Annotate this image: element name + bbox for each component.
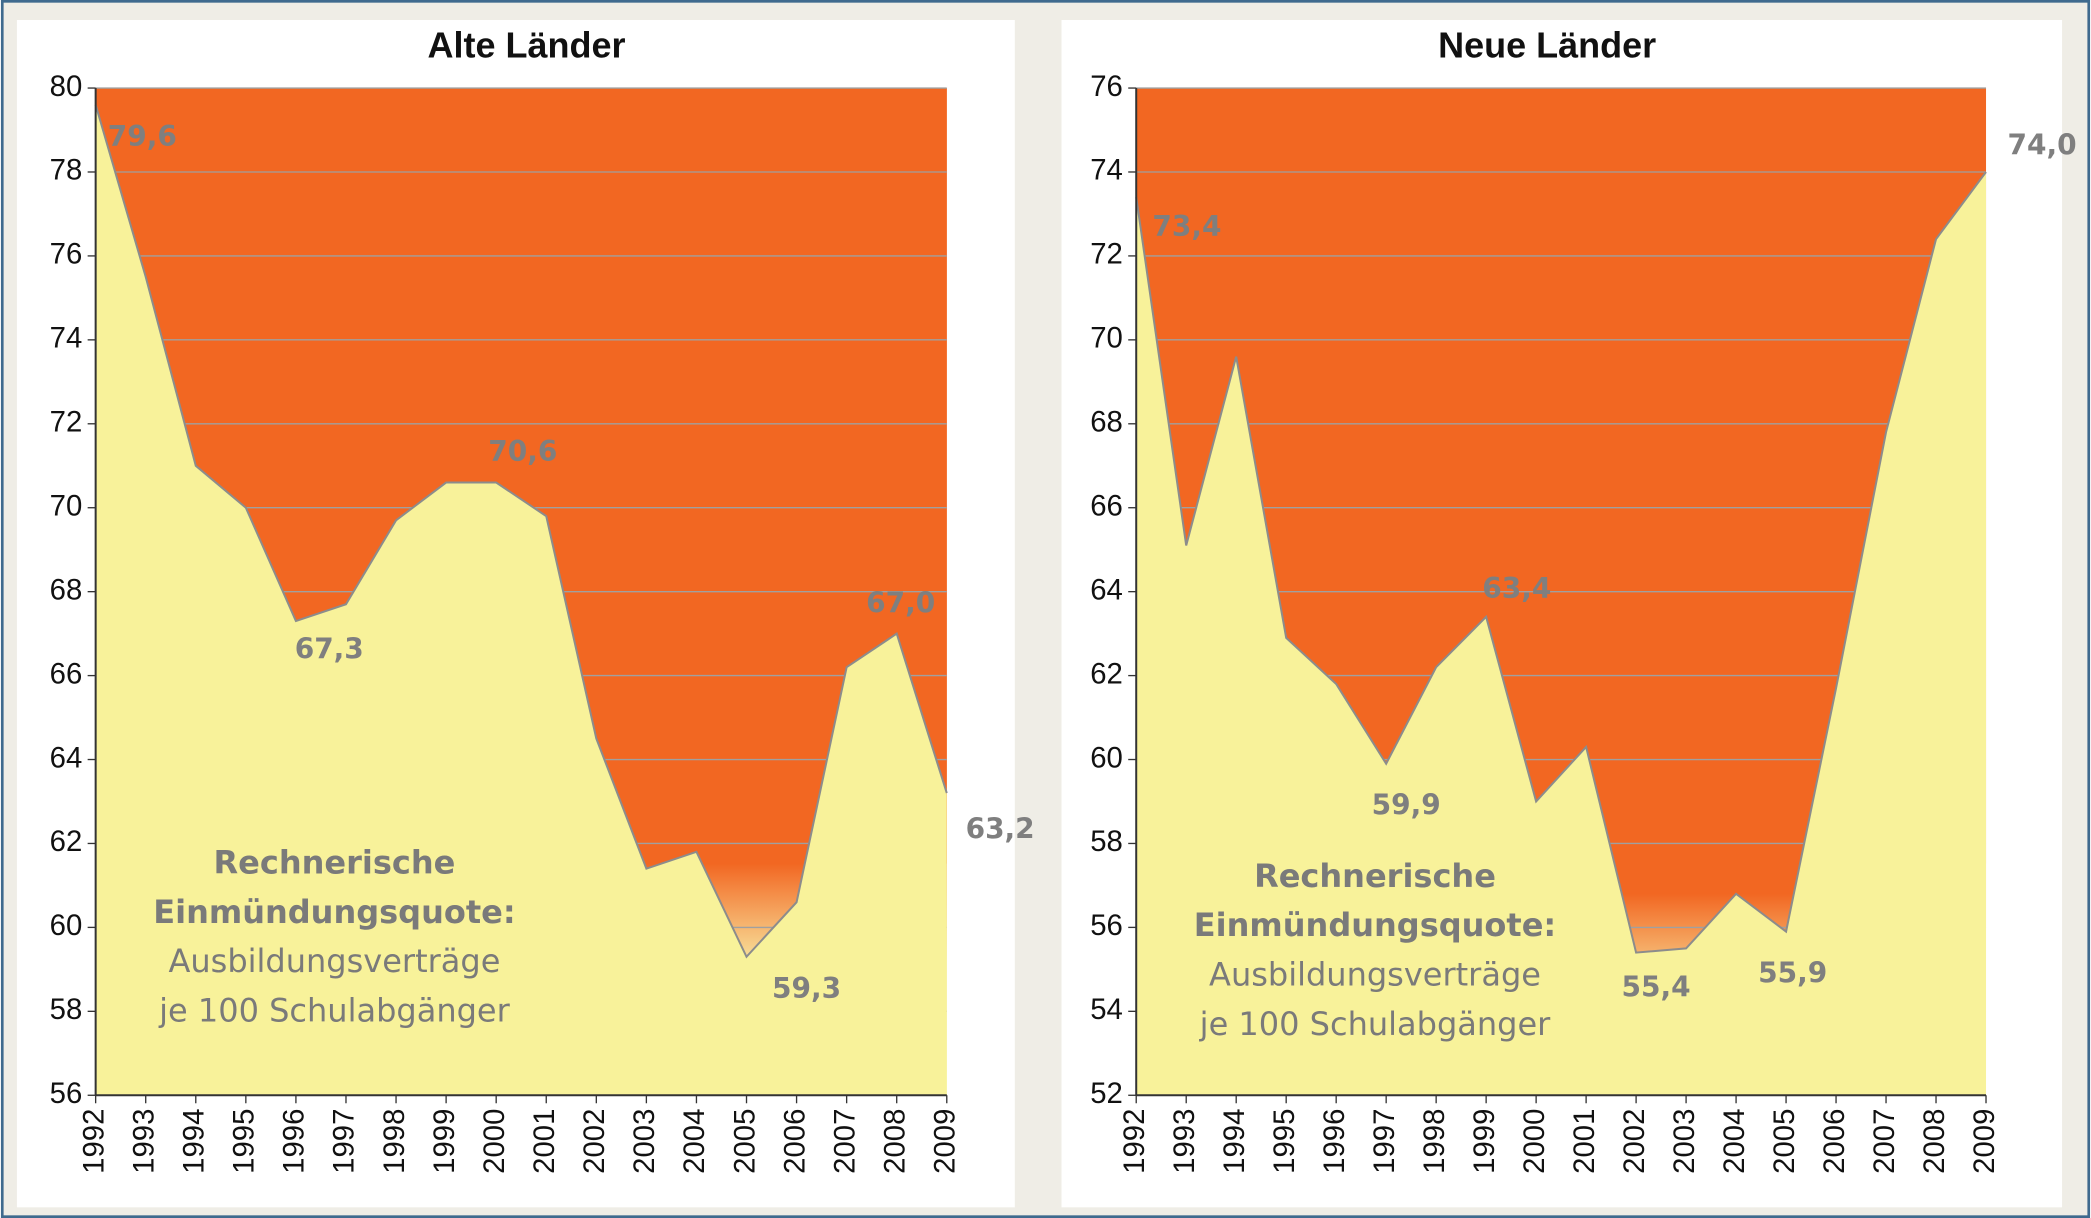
x-tick-label: 1995: [228, 1109, 261, 1174]
y-tick-label: 76: [1090, 70, 1123, 103]
y-tick-label: 68: [50, 573, 83, 606]
annotation: Ausbildungsverträge: [168, 942, 500, 980]
chart-title: Alte Länder: [428, 25, 626, 66]
x-tick-label: 2008: [1918, 1109, 1951, 1174]
y-tick-label: 58: [1090, 825, 1123, 858]
y-tick-label: 64: [1090, 573, 1123, 606]
x-tick-label: 2003: [628, 1109, 661, 1174]
x-tick-label: 2004: [1718, 1109, 1751, 1174]
x-tick-label: 2007: [828, 1109, 861, 1174]
x-tick-label: 2007: [1868, 1109, 1901, 1174]
x-tick-label: 2000: [1518, 1109, 1551, 1174]
chart-title: Neue Länder: [1438, 25, 1656, 66]
x-tick-label: 2009: [1968, 1109, 2001, 1174]
y-tick-label: 72: [50, 406, 83, 439]
x-tick-label: 1997: [328, 1109, 361, 1174]
y-tick-label: 62: [50, 825, 83, 858]
annotation: Ausbildungsverträge: [1209, 956, 1541, 994]
x-tick-label: 2009: [929, 1109, 962, 1174]
data-label: 55,4: [1622, 971, 1691, 1004]
y-tick-label: 62: [1090, 657, 1123, 690]
x-tick-label: 1993: [127, 1109, 160, 1174]
y-tick-label: 76: [50, 238, 83, 271]
x-tick-label: 1992: [1118, 1109, 1151, 1174]
annotation: je 100 Schulabgänger: [1199, 1005, 1551, 1043]
x-tick-label: 2004: [678, 1109, 711, 1174]
data-label: 63,2: [966, 812, 1035, 845]
data-label: 70,6: [488, 435, 557, 468]
y-tick-label: 54: [1090, 993, 1123, 1026]
data-label: 73,4: [1152, 210, 1221, 243]
data-label: 59,9: [1372, 788, 1441, 821]
y-tick-label: 58: [50, 993, 83, 1026]
data-label: 67,3: [295, 632, 364, 665]
x-tick-label: 2002: [1618, 1109, 1651, 1174]
annotation: Einmündungsquote:: [153, 893, 515, 931]
y-tick-label: 72: [1090, 238, 1123, 271]
data-label: 74,0: [2007, 129, 2076, 162]
x-tick-label: 1995: [1268, 1109, 1301, 1174]
data-label: 55,9: [1758, 956, 1827, 989]
area-line: [1135, 171, 1987, 954]
annotation: Rechnerische: [214, 843, 456, 881]
area: [95, 104, 947, 1096]
annotation: Rechnerische: [1254, 857, 1496, 895]
x-tick-label: 1993: [1168, 1109, 1201, 1174]
x-tick-label: 1998: [1418, 1109, 1451, 1174]
y-tick-label: 60: [50, 909, 83, 942]
y-tick-label: 70: [50, 489, 83, 522]
x-tick-label: 1996: [278, 1109, 311, 1174]
x-tick-label: 1997: [1368, 1109, 1401, 1174]
data-label: 79,6: [108, 120, 177, 153]
y-tick-label: 64: [50, 741, 83, 774]
x-tick-label: 2002: [578, 1109, 611, 1174]
x-tick-label: 2005: [728, 1109, 761, 1174]
y-tick-label: 56: [1090, 909, 1123, 942]
y-tick-label: 74: [1090, 154, 1123, 187]
x-tick-label: 2000: [478, 1109, 511, 1174]
y-tick-label: 74: [50, 322, 83, 355]
y-tick-label: 66: [1090, 489, 1123, 522]
data-label: 67,0: [866, 586, 935, 619]
data-label: 63,4: [1482, 572, 1551, 605]
x-tick-label: 2001: [528, 1109, 561, 1174]
x-tick-label: 1994: [178, 1109, 211, 1174]
y-tick-label: 52: [1090, 1077, 1123, 1110]
x-tick-label: 1996: [1318, 1109, 1351, 1174]
y-tick-label: 70: [1090, 322, 1123, 355]
x-tick-label: 2006: [778, 1109, 811, 1174]
x-tick-label: 1998: [378, 1109, 411, 1174]
y-tick-label: 56: [50, 1077, 83, 1110]
x-tick-label: 1999: [1468, 1109, 1501, 1174]
x-tick-label: 2005: [1768, 1109, 1801, 1174]
area-line: [94, 104, 948, 959]
y-tick-label: 68: [1090, 406, 1123, 439]
data-label: 59,3: [772, 972, 841, 1005]
y-tick-label: 78: [50, 154, 83, 187]
y-tick-label: 66: [50, 657, 83, 690]
annotation: Einmündungsquote:: [1194, 906, 1556, 944]
annotation: je 100 Schulabgänger: [158, 992, 510, 1030]
x-tick-label: 2001: [1568, 1109, 1601, 1174]
x-tick-label: 1992: [77, 1109, 110, 1174]
y-tick-label: 60: [1090, 741, 1123, 774]
area: [1136, 171, 1987, 1096]
y-tick-label: 80: [50, 70, 83, 103]
x-tick-label: 1994: [1218, 1109, 1251, 1174]
x-tick-label: 2006: [1818, 1109, 1851, 1174]
x-tick-label: 2008: [878, 1109, 911, 1174]
x-tick-label: 1999: [428, 1109, 461, 1174]
x-tick-label: 2003: [1668, 1109, 1701, 1174]
